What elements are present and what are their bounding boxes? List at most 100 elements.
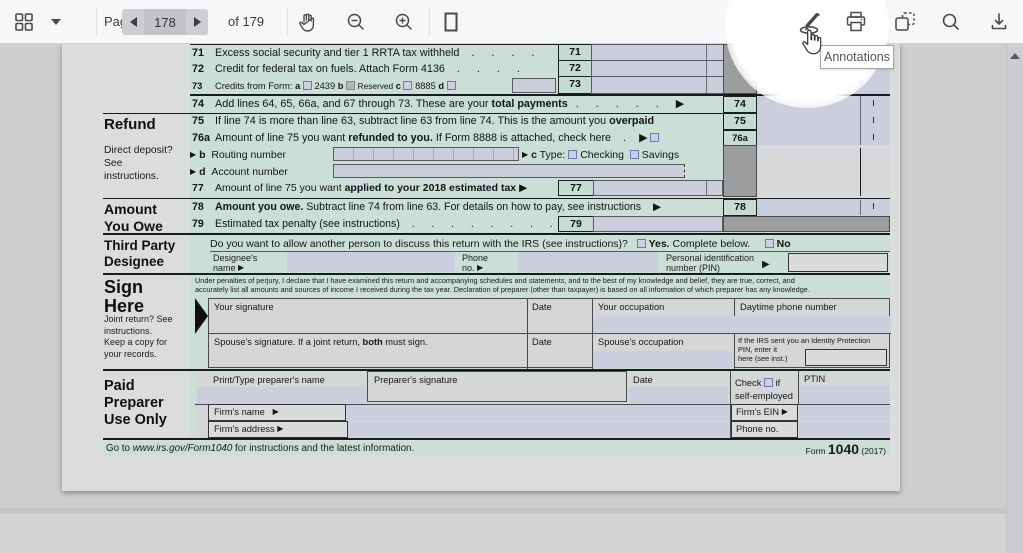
preparer-name-field[interactable] xyxy=(197,386,367,404)
document-viewer[interactable]: 71 72 73 71 Excess social security and ti… xyxy=(0,44,1023,553)
blank-area xyxy=(757,145,890,197)
section-label-sign: Sign xyxy=(104,277,143,297)
amount-field-78[interactable] xyxy=(757,199,890,216)
checkbox-d[interactable] xyxy=(446,81,456,90)
pdf-page: 71 72 73 71 Excess social security and ti… xyxy=(62,44,900,491)
form-line-75: 75 If line 74 is more than line 63, subtr… xyxy=(192,114,654,129)
checkbox-reserved xyxy=(346,81,355,90)
duplicate-view-button[interactable] xyxy=(891,8,919,36)
page-number-input[interactable] xyxy=(144,9,186,35)
arrow-right-icon: ▶ xyxy=(190,167,197,176)
form-line-76a: 76a Amount of line 75 you want refunded t… xyxy=(192,131,660,146)
line-text: Add lines 64, 65, 66a, and 67 through 73… xyxy=(215,98,492,110)
arrow-right-icon: ▶ xyxy=(762,259,770,270)
form-number: 1040 xyxy=(827,441,860,457)
amount-field-75[interactable] xyxy=(757,113,890,130)
chevron-down-icon xyxy=(51,19,61,25)
firm-ein-field[interactable] xyxy=(799,404,890,421)
line-text-bold: total payments xyxy=(491,98,568,110)
zoom-out-button[interactable] xyxy=(342,8,370,36)
box-73: 73 xyxy=(558,76,592,94)
pan-tool-button[interactable] xyxy=(294,8,322,36)
dot-leader: . . . . xyxy=(459,47,536,59)
line-text: Account number xyxy=(211,166,288,178)
firm-name-field[interactable] xyxy=(346,404,730,421)
scroll-up-arrow-icon[interactable] xyxy=(1010,53,1020,59)
amount-field-72[interactable] xyxy=(591,60,724,77)
amount-field-74[interactable] xyxy=(757,95,890,113)
line-text: Estimated tax penalty (see instructions) xyxy=(215,218,400,230)
preparer-date-field[interactable] xyxy=(629,386,728,404)
spouse-occupation-field[interactable] xyxy=(593,351,734,368)
routing-number-field[interactable] xyxy=(333,147,519,161)
checkbox-no[interactable] xyxy=(764,239,774,248)
annotations-button[interactable] xyxy=(796,5,826,39)
cell-divider xyxy=(592,299,593,369)
preparer-signature-box[interactable]: Preparer's signature xyxy=(367,370,627,402)
phone-no-box: Phone no. xyxy=(731,420,798,438)
line-text: Amount of line 75 you want xyxy=(215,182,345,194)
amount-field-77[interactable] xyxy=(593,180,723,196)
phone-no-field[interactable] xyxy=(799,421,890,437)
designee-pin-field[interactable] xyxy=(788,253,888,272)
checkbox-8888[interactable] xyxy=(650,133,660,142)
section-rule xyxy=(103,273,890,275)
yes-rest: Complete below. xyxy=(669,238,751,250)
amount-field-73[interactable] xyxy=(591,76,724,94)
box-74: 74 xyxy=(723,95,757,113)
amount-field-79[interactable] xyxy=(593,216,723,232)
print-button[interactable] xyxy=(843,8,871,36)
line-text: If Form 8888 is attached, check here xyxy=(432,132,612,144)
section-label-you-owe: You Owe xyxy=(104,218,163,234)
next-page-button[interactable] xyxy=(186,9,208,35)
label-line: no. xyxy=(462,263,475,273)
cents-field-73[interactable] xyxy=(757,76,890,94)
thumbnails-button[interactable] xyxy=(10,8,38,36)
box-78: 78 xyxy=(723,199,757,216)
form-line-78: 78 Amount you owe. Subtract line 74 from … xyxy=(192,200,661,215)
item-letter: d xyxy=(438,81,445,91)
line-number: 79 xyxy=(192,218,204,230)
amount-field-76a[interactable] xyxy=(757,130,890,147)
form-ref: 2439 xyxy=(314,81,336,91)
ptin-field[interactable] xyxy=(799,384,890,404)
zoom-out-icon xyxy=(344,10,368,34)
firm-address-field[interactable] xyxy=(348,421,730,437)
line-text: Credit for federal tax on fuels. Attach … xyxy=(215,63,445,75)
cell-divider xyxy=(734,299,735,369)
check-self-employed: Check if xyxy=(735,377,780,388)
box-77: 77 xyxy=(558,180,594,196)
designee-name-field[interactable] xyxy=(287,252,455,272)
section-label-preparer: Preparer xyxy=(104,395,164,411)
label-line: Phone xyxy=(462,253,489,263)
section-rule xyxy=(103,368,890,371)
checkbox-self-employed[interactable] xyxy=(763,377,773,387)
savings-label: Savings xyxy=(641,149,680,161)
download-button[interactable] xyxy=(985,8,1013,36)
fit-page-button[interactable] xyxy=(437,8,465,36)
designee-name-label: Designee's name ▶ xyxy=(213,253,257,273)
designee-phone-field[interactable] xyxy=(518,252,658,272)
line-text: If line 74 is more than line 63, subtrac… xyxy=(215,115,610,127)
preparer-table: Print/Type preparer's name Preparer's si… xyxy=(195,370,890,438)
account-number-field[interactable] xyxy=(333,164,685,178)
checkbox-checking[interactable] xyxy=(568,150,578,159)
zoom-in-button[interactable] xyxy=(390,8,418,36)
self-employed-label: self-employed xyxy=(735,390,793,401)
previous-page-button[interactable] xyxy=(122,9,144,35)
identity-pin-field[interactable] xyxy=(805,349,887,366)
checkbox-savings[interactable] xyxy=(629,150,639,159)
checkbox-2439[interactable] xyxy=(302,81,312,90)
amount-field-71[interactable] xyxy=(591,44,724,61)
view-mode-dropdown[interactable] xyxy=(46,8,66,36)
cents-divider xyxy=(860,200,861,215)
amount-tick xyxy=(873,134,874,140)
vertical-scrollbar[interactable] xyxy=(1006,44,1023,553)
arrow-right-icon: ▶ xyxy=(277,423,284,433)
occupation-phone-field[interactable] xyxy=(593,316,891,333)
search-button[interactable] xyxy=(937,8,965,36)
small-field-73[interactable] xyxy=(512,78,556,93)
checkbox-yes[interactable] xyxy=(636,239,646,248)
line-number: 78 xyxy=(192,201,204,213)
checkbox-8885[interactable] xyxy=(403,81,413,90)
